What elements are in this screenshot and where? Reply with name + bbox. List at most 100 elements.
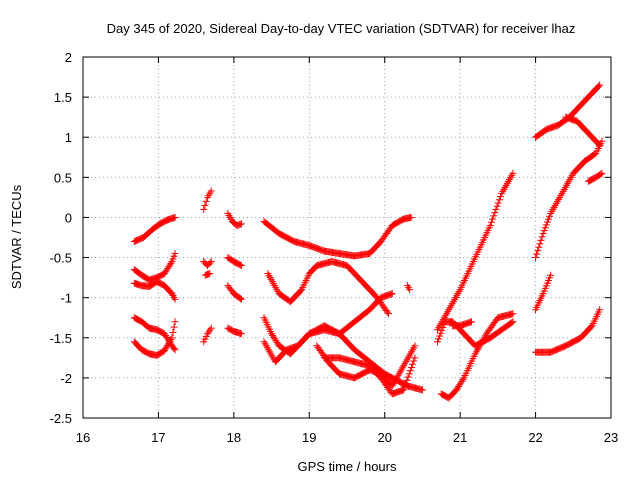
data-point-marker [536,240,544,248]
data-point-marker [490,212,498,220]
data-point-marker [534,247,542,255]
data-point-marker [492,205,500,213]
data-point-marker [491,209,499,217]
data-point-marker [595,82,603,90]
x-tick-label: 23 [604,430,618,445]
data-point-marker [535,243,543,251]
x-tick-label: 22 [528,430,542,445]
data-point-marker [167,259,175,267]
data-point-marker [409,360,417,368]
data-point-marker [200,205,208,213]
y-tick-label: -1.5 [50,331,72,346]
data-point-marker [596,141,604,149]
data-point-marker [404,373,412,381]
data-point-marker [459,376,467,384]
data-point-marker [545,215,553,223]
data-point-marker [595,140,603,148]
data-point-marker [539,229,547,237]
data-point-marker [407,363,415,371]
data-point-marker [410,357,418,365]
data-point-marker [171,295,179,303]
data-point-marker [597,170,605,178]
data-point-marker [547,271,555,279]
y-tick-label: 2 [65,50,72,65]
data-point-marker [237,262,245,270]
data-point-marker [170,344,178,352]
data-point-marker [541,224,549,232]
data-point-marker [411,342,419,350]
data-point-marker [236,294,244,302]
y-tick-label: 0.5 [54,170,72,185]
data-point-marker [542,221,550,229]
data-point-marker [437,329,445,337]
plot-area-frame [82,56,612,419]
y-tick-label: -2.5 [50,411,72,426]
data-point-marker [207,258,215,266]
data-point-marker [438,326,446,334]
data-point-marker [493,202,501,210]
data-point-marker [206,270,214,278]
data-point-marker [383,308,391,316]
data-point-marker [434,338,442,346]
axis-ticks: 16 17 18 19 20 21 22 23 -2.5 -2 -1.5 -1 -0.5 0 0.5 1 1.5… [50,50,619,445]
data-point-marker [401,383,409,391]
data-point-marker [546,212,554,220]
data-point-marker [596,81,604,89]
data-point-marker [508,319,516,327]
data-point-marker [407,213,415,221]
data-point-marker [496,193,504,201]
data-point-marker [202,197,210,205]
data-point-marker [439,323,447,331]
data-point-marker [487,218,495,226]
data-point-marker [533,250,541,258]
data-point-marker [237,295,245,303]
data-point-marker [486,221,494,229]
x-tick-label: 19 [302,430,316,445]
data-point-marker [237,330,245,338]
data-point-marker [467,318,475,326]
data-point-marker [436,332,444,340]
data-point-marker [411,354,419,362]
x-tick-label: 21 [453,430,467,445]
chart-title: Day 345 of 2020, Sidereal Day-to-day VTE… [107,21,576,36]
data-point-marker [543,218,551,226]
y-tick-label: -2 [60,371,72,386]
data-point-marker [538,233,546,241]
data-point-marker [402,380,410,388]
data-point-marker [171,318,179,326]
y-tick-label: 0 [65,210,72,225]
data-point-marker [406,367,414,375]
data-point-marker [207,187,215,195]
data-point-marker [532,254,540,262]
data-point-marker [171,250,179,258]
data-point-marker [384,310,392,318]
data-point-marker [596,306,604,314]
data-point-marker [489,215,497,223]
data-point-marker [405,370,413,378]
data-point-marker [236,261,244,269]
data-point-marker [509,318,517,326]
data-point-marker [495,196,503,204]
data-point-marker [168,334,176,342]
data-point-marker [171,346,179,354]
data-point-marker [170,323,178,331]
data-point-marker [509,169,517,177]
data-point-marker [207,324,215,332]
data-point-marker [418,386,426,394]
data-point-marker [400,386,408,394]
data-point-marker [403,376,411,384]
x-axis-label: GPS time / hours [298,459,397,474]
data-point-marker [406,286,414,294]
y-tick-label: 1 [65,130,72,145]
y-tick-label: 1.5 [54,90,72,105]
x-tick-label: 20 [377,430,391,445]
data-point-marker [598,169,606,177]
y-tick-label: -0.5 [50,251,72,266]
data-point-marker [435,335,443,343]
data-point-marker [509,310,517,318]
data-point-marker [206,259,214,267]
x-tick-label: 17 [151,430,165,445]
grid-lines [83,57,611,418]
y-tick-label: -1 [60,291,72,306]
